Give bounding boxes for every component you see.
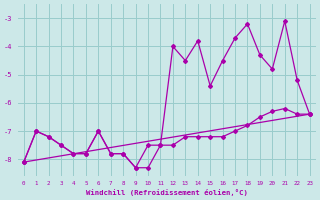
X-axis label: Windchill (Refroidissement éolien,°C): Windchill (Refroidissement éolien,°C): [86, 189, 248, 196]
